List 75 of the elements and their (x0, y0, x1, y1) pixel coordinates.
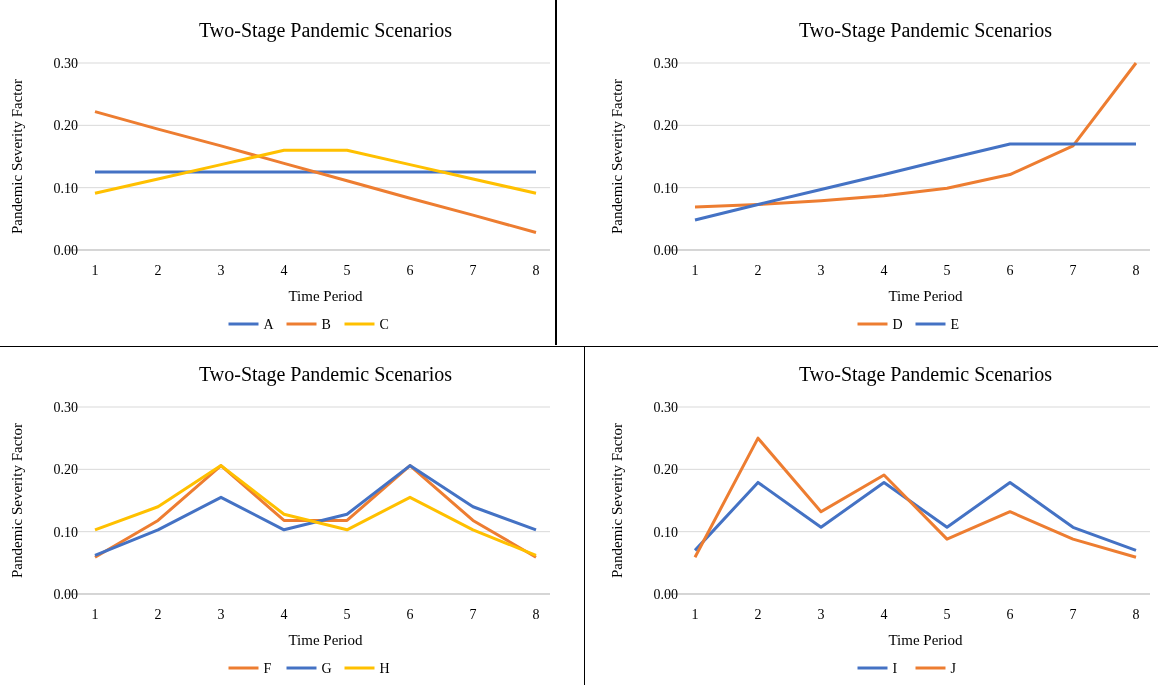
x-axis-title: Time Period (288, 288, 364, 304)
x-tick-label: 4 (880, 607, 888, 622)
x-tick-label: 4 (280, 607, 288, 622)
y-tick-label: 0.10 (653, 524, 678, 540)
x-tick-label: 1 (691, 607, 699, 622)
y-axis-title: Pandemic Severity Factor (609, 423, 625, 578)
y-tick-label: 0.00 (653, 587, 678, 602)
line-series (693, 436, 1138, 559)
legend-label: G (321, 661, 332, 676)
x-tick-label: 4 (280, 263, 288, 278)
y-tick-label: 0.10 (53, 180, 78, 196)
y-tick-label: 0.20 (53, 462, 78, 478)
y-tick-label: 0.00 (653, 243, 678, 258)
y-axis-title: Pandemic Severity Factor (9, 79, 25, 234)
x-tick-label: 2 (754, 263, 762, 278)
x-tick-label: 5 (943, 607, 951, 622)
legend-label: E (950, 317, 960, 332)
x-tick-label: 3 (217, 607, 225, 622)
x-tick-label: 5 (943, 263, 951, 278)
chart-title: Two-Stage Pandemic Scenarios (199, 19, 453, 42)
x-tick-label: 3 (817, 607, 825, 622)
x-tick-label: 8 (532, 607, 540, 622)
y-tick-label: 0.20 (653, 462, 678, 478)
legend-label: C (379, 317, 389, 332)
x-tick-label: 2 (754, 607, 762, 622)
line-series (93, 148, 538, 195)
line-series (693, 61, 1138, 209)
chart-title: Two-Stage Pandemic Scenarios (199, 363, 453, 386)
y-tick-label: 0.30 (653, 56, 678, 71)
x-tick-label: 8 (1132, 263, 1140, 278)
x-tick-label: 4 (880, 263, 888, 278)
x-tick-label: 5 (343, 607, 351, 622)
y-tick-label: 0.30 (653, 400, 678, 415)
x-tick-label: 7 (469, 263, 477, 278)
legend-label: J (950, 661, 957, 676)
x-tick-label: 3 (217, 263, 225, 278)
line-series (693, 142, 1138, 222)
legend-label: D (892, 317, 903, 332)
legend-label: A (263, 317, 275, 332)
x-tick-label: 6 (406, 607, 414, 622)
x-tick-label: 6 (1006, 263, 1014, 278)
legend-label: I (892, 661, 898, 676)
y-tick-label: 0.00 (53, 587, 78, 602)
y-tick-label: 0.00 (53, 243, 78, 258)
y-tick-label: 0.10 (53, 524, 78, 540)
y-tick-label: 0.30 (53, 56, 78, 71)
x-tick-label: 7 (1069, 263, 1077, 278)
x-tick-label: 8 (1132, 607, 1140, 622)
legend-label: F (263, 661, 272, 676)
line-series (93, 110, 538, 235)
y-axis-title: Pandemic Severity Factor (9, 423, 25, 578)
y-tick-label: 0.20 (53, 118, 78, 134)
x-tick-label: 1 (691, 263, 699, 278)
x-tick-label: 1 (91, 607, 99, 622)
y-tick-label: 0.20 (653, 118, 678, 134)
x-tick-label: 7 (469, 607, 477, 622)
x-axis-title: Time Period (888, 632, 964, 648)
y-axis-title: Pandemic Severity Factor (609, 79, 625, 234)
x-tick-label: 5 (343, 263, 351, 278)
x-tick-label: 8 (532, 263, 540, 278)
x-tick-label: 7 (1069, 607, 1077, 622)
x-axis-title: Time Period (288, 632, 364, 648)
x-tick-label: 2 (154, 607, 162, 622)
y-tick-label: 0.10 (653, 180, 678, 196)
chart-title: Two-Stage Pandemic Scenarios (799, 363, 1053, 386)
x-tick-label: 1 (91, 263, 99, 278)
x-tick-label: 3 (817, 263, 825, 278)
legend-label: H (379, 661, 390, 676)
x-tick-label: 6 (1006, 607, 1014, 622)
x-tick-label: 2 (154, 263, 162, 278)
x-tick-label: 6 (406, 263, 414, 278)
chart-title: Two-Stage Pandemic Scenarios (799, 19, 1053, 42)
y-tick-label: 0.30 (53, 400, 78, 415)
x-axis-title: Time Period (888, 288, 964, 304)
legend-label: B (321, 317, 331, 332)
